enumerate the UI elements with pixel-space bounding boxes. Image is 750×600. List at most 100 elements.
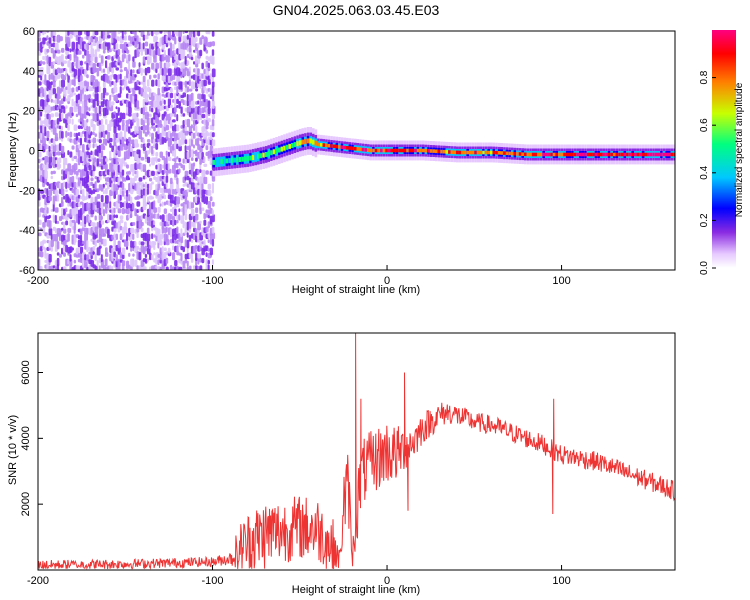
colorbar-tick-label: 0.6: [699, 118, 710, 132]
spectrogram-cell: [58, 36, 63, 42]
spectrogram-cell: [348, 146, 352, 150]
spectrogram-cell: [165, 257, 169, 264]
spectrogram-cell: [576, 152, 579, 157]
spectrogram-cell: [115, 132, 119, 139]
spectrogram-cell: [48, 265, 52, 270]
spectrogram-cell: [195, 219, 198, 224]
spectrogram-cell: [555, 152, 559, 157]
spectrogram-cell: [182, 206, 185, 216]
spectrogram-cell: [100, 62, 104, 67]
x-tick-label: -200: [27, 275, 49, 287]
spectrogram-cell: [138, 86, 141, 95]
spectrogram-cell: [456, 150, 459, 155]
spectrogram-cell: [88, 143, 92, 148]
spectrogram-cell: [193, 144, 195, 149]
colorbar-tick-label: 0.8: [699, 70, 710, 84]
spectrogram-cell: [44, 126, 47, 134]
spectrogram-cell: [203, 79, 207, 87]
spectrogram-cell: [119, 201, 123, 208]
spectrogram-cell: [77, 239, 81, 248]
spectrogram-cell: [176, 98, 179, 104]
spectrogram-cell: [193, 49, 196, 53]
spectrogram-cell: [86, 31, 90, 37]
spectrogram-cell: [126, 195, 129, 203]
spectrogram-cell: [437, 149, 441, 154]
spectrogram-cell: [42, 55, 45, 60]
spectrogram-cell: [50, 162, 54, 166]
spectrogram-cell: [174, 112, 177, 118]
spectrogram-cell: [157, 48, 161, 56]
spectrogram-cell: [38, 194, 41, 201]
spectrogram-cell: [140, 189, 143, 196]
spectrogram-cell: [207, 107, 211, 115]
spectrogram-cell: [100, 107, 104, 112]
spectrogram-cell: [521, 152, 524, 156]
spectrogram-cell: [46, 162, 50, 170]
spectrogram-cell: [172, 43, 175, 50]
colorbar-tick-label: 0.4: [699, 165, 710, 179]
spectrogram-cell: [109, 142, 112, 148]
spectrogram-cell: [319, 143, 323, 147]
spectrogram-cell: [149, 183, 153, 191]
spectrogram-cell: [79, 228, 83, 235]
spectrogram-cell: [161, 246, 164, 255]
spectrogram-cell: [144, 232, 148, 242]
spectrogram-cell: [54, 42, 59, 51]
spectrogram-cell: [178, 41, 182, 51]
spectrogram-cell: [165, 234, 169, 242]
spectrogram-cell: [195, 131, 198, 137]
spectrogram-cell: [174, 157, 177, 163]
spectrogram-cell: [92, 201, 96, 211]
spectrogram-cell: [65, 105, 68, 109]
spectrogram-cell: [193, 221, 196, 229]
spectrogram-cell: [71, 92, 74, 97]
spectrogram-cell: [652, 152, 655, 157]
spectrogram-cell: [105, 182, 108, 186]
spectrogram-cell: [469, 150, 472, 155]
spectrogram-cell: [102, 175, 106, 179]
spectrogram-cell: [111, 226, 114, 232]
spectrogram-cell: [107, 31, 110, 36]
spectrogram-cell: [190, 202, 195, 209]
spectrogram-cell: [377, 148, 380, 153]
spectrogram-cell: [134, 94, 138, 102]
spectrogram-cell: [88, 264, 91, 270]
spectrogram-cell: [140, 156, 145, 161]
spectrogram-cell: [136, 265, 140, 270]
spectrogram-cell: [195, 265, 198, 270]
spectrogram-cell: [105, 247, 108, 255]
spectrogram-cell: [73, 194, 76, 201]
spectrogram-cell: [209, 215, 213, 225]
spectrogram-cell: [151, 62, 155, 70]
spectrogram-cell: [176, 74, 179, 82]
spectrogram-cell: [40, 47, 43, 53]
spectrogram-cell: [149, 145, 152, 153]
spectrogram-cell: [119, 219, 124, 224]
spectrogram-cell: [67, 112, 70, 117]
spectrogram-cell: [479, 150, 483, 155]
spectrogram-cell: [414, 148, 417, 153]
x-tick-label: 0: [384, 275, 390, 287]
spectrogram-cell: [211, 41, 215, 47]
spectrogram-cell: [356, 147, 360, 151]
spectrogram-cell: [161, 98, 165, 104]
spectrogram-cell: [199, 257, 202, 263]
spectrogram-cell: [113, 233, 116, 238]
spectrogram-cell: [61, 266, 64, 270]
spectrogram-cell: [128, 101, 132, 109]
spectrogram-cell: [121, 54, 125, 63]
spectrogram-cell: [111, 266, 114, 270]
spectrogram-cell: [82, 188, 85, 198]
spectrogram-cell: [77, 60, 81, 69]
spectrogram-cell: [254, 154, 257, 160]
spectrogram-cell: [105, 119, 108, 125]
spectrogram-cell: [84, 85, 87, 93]
spectrogram-cell: [186, 34, 189, 40]
spectrogram-cell: [42, 164, 45, 169]
spectrogram-cell: [188, 79, 191, 87]
spectrogram-cell: [176, 245, 179, 253]
spectrogram-cell: [46, 144, 49, 150]
spectrogram-cell: [182, 158, 185, 164]
spectrogram-cell: [153, 92, 156, 97]
